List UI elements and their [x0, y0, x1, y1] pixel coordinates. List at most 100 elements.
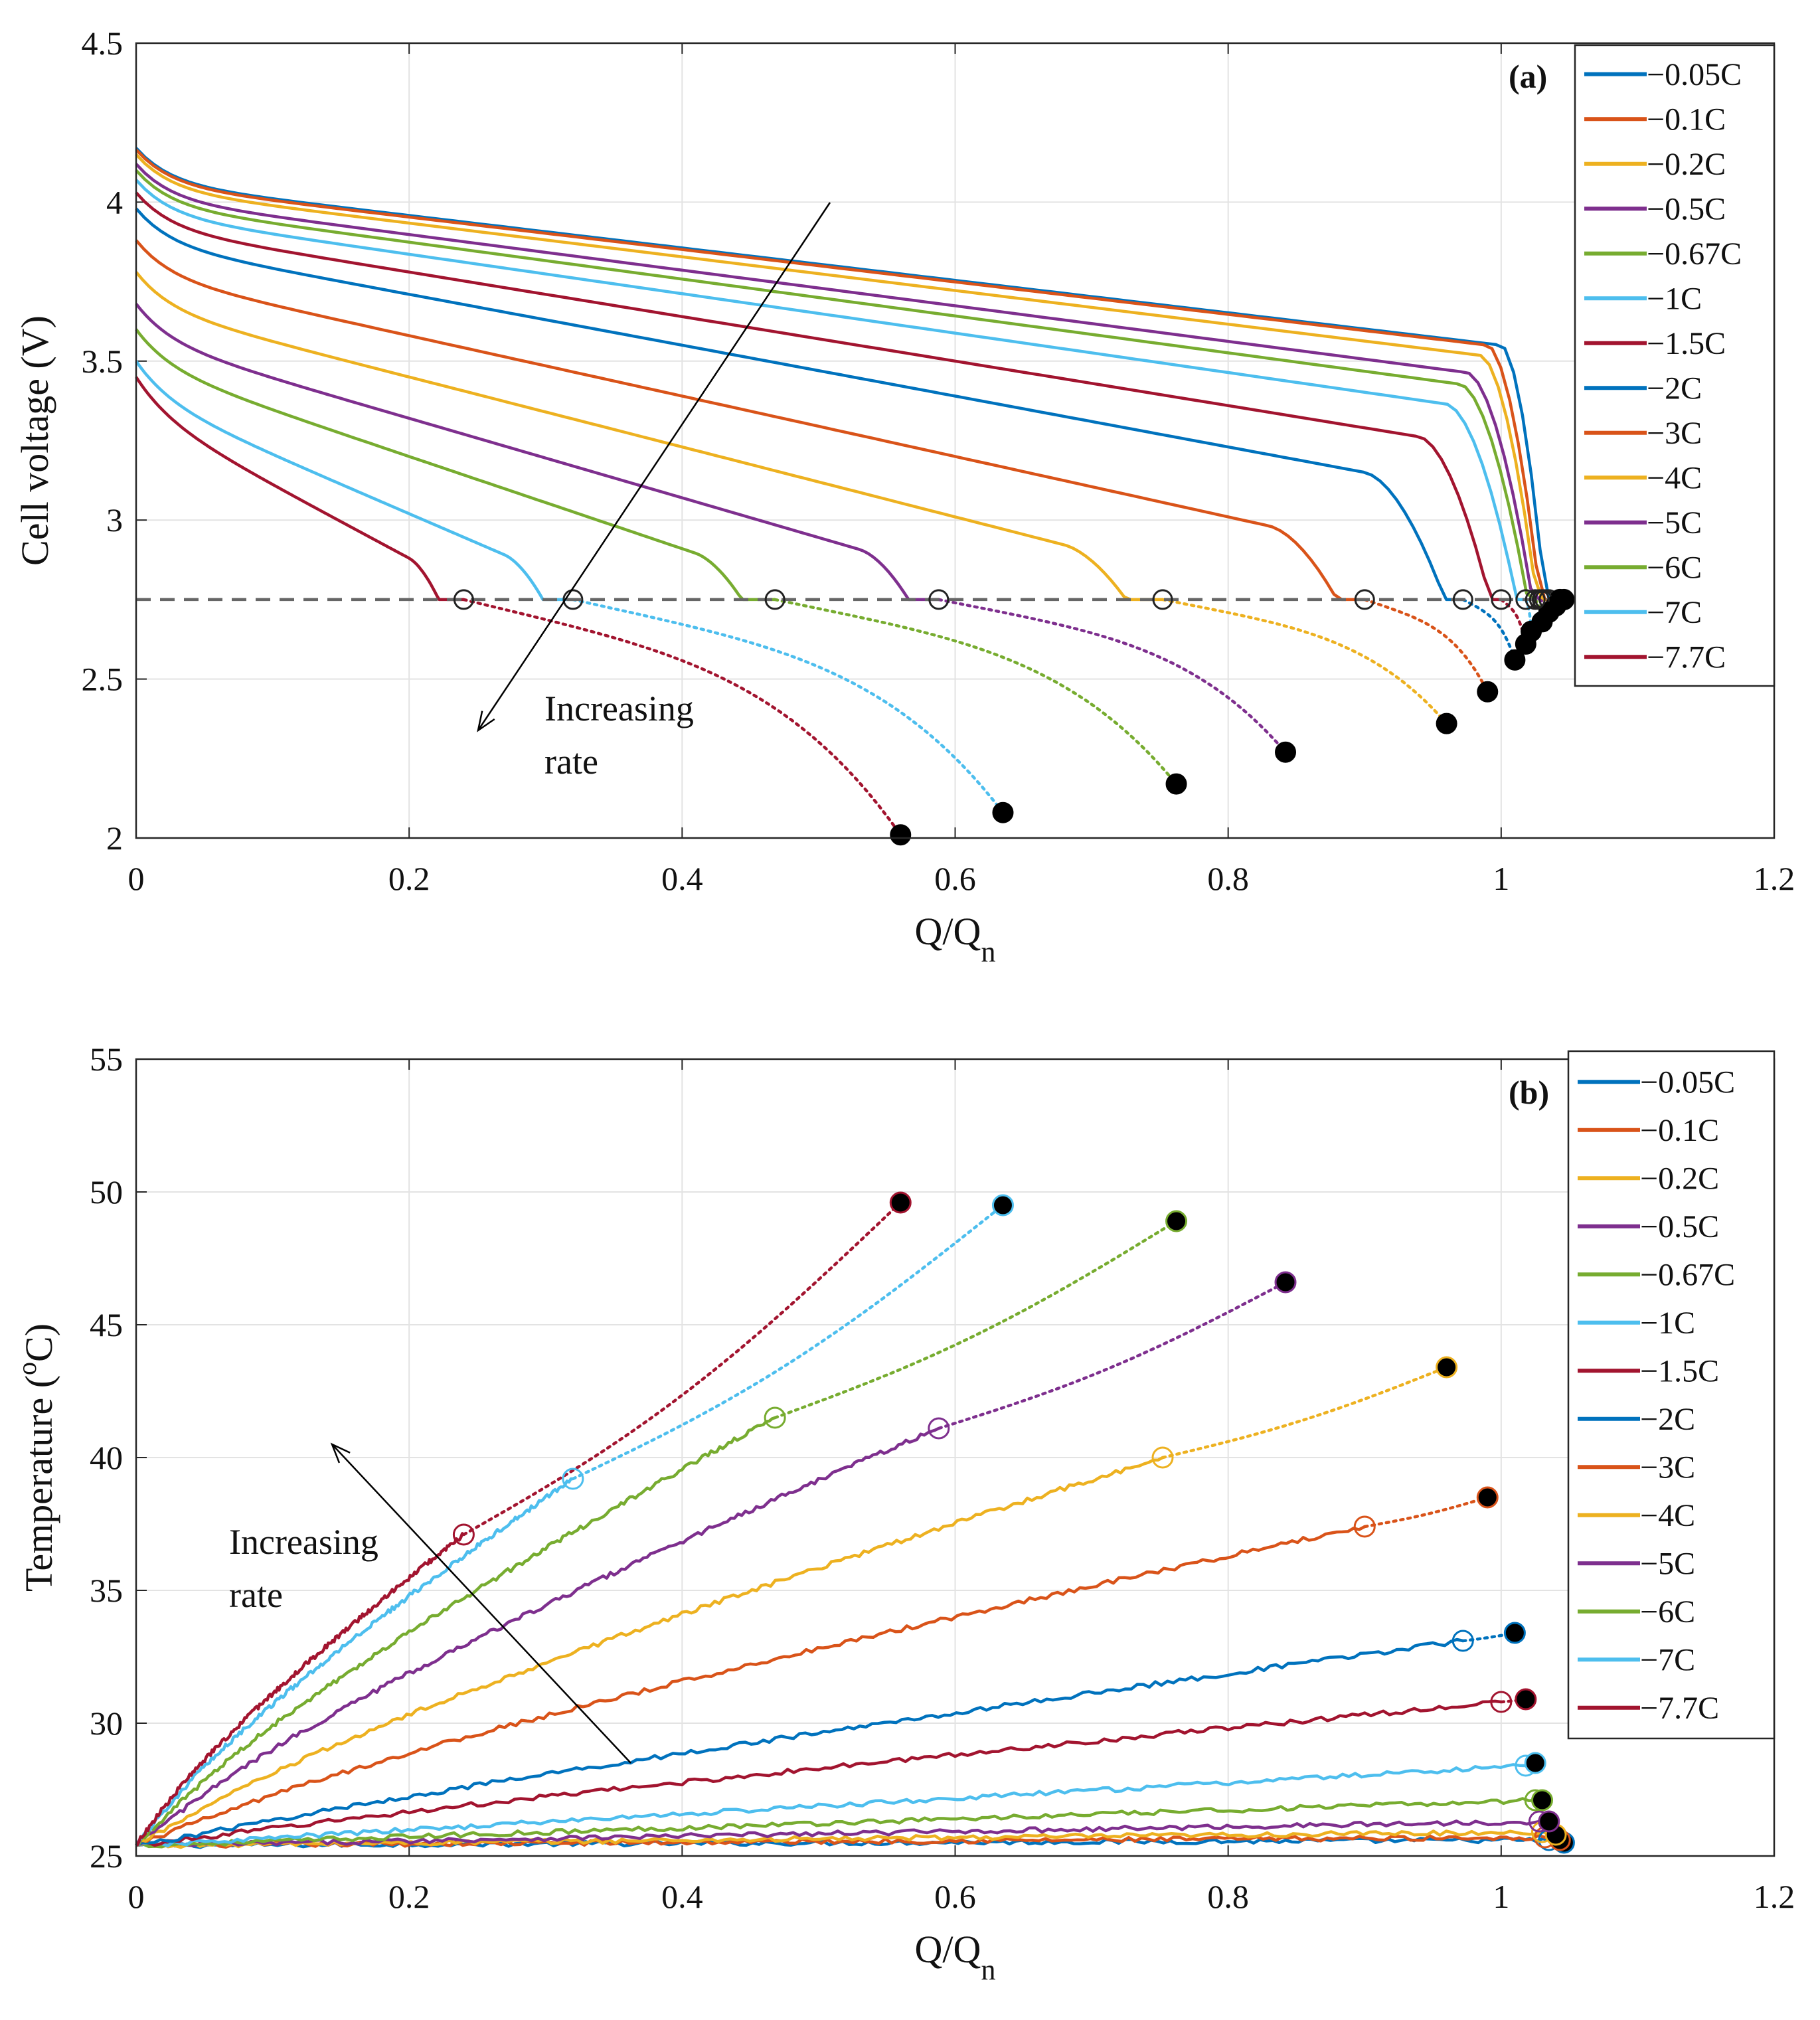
- b-cutoff-marker: [1490, 1691, 1513, 1713]
- b-legend-label: −0.2C: [1640, 1161, 1719, 1196]
- b-series-relaxation: [1363, 1495, 1489, 1529]
- b-annotation-line2: rate: [229, 1575, 283, 1615]
- b-end-marker: [1531, 1789, 1554, 1811]
- a-x-tick-label: 0.2: [388, 860, 430, 897]
- a-cutoff-marker: [1515, 589, 1536, 610]
- a-end-marker: [1275, 741, 1297, 763]
- a-end-marker: [992, 801, 1014, 823]
- b-legend-label: −1C: [1640, 1305, 1695, 1341]
- panel-a-voltage-chart: 0 0.2 0.4 0.6 0.8 1 1.2 2 2.5 3 3.5 4 4.5 Increasing r…: [13, 25, 1795, 968]
- b-y-tick-label: 55: [90, 1041, 123, 1078]
- b-end-marker: [1436, 1356, 1458, 1379]
- a-cutoff-marker: [1452, 589, 1473, 610]
- b-legend-label: −2C: [1640, 1402, 1695, 1437]
- b-y-tick-label: 25: [90, 1837, 123, 1875]
- b-cutoff-marker: [1353, 1515, 1376, 1538]
- a-annotation-line2: rate: [544, 742, 598, 782]
- b-series-line: [135, 1426, 940, 1847]
- a-end-marker: [1165, 773, 1187, 795]
- b-legend-label: −0.5C: [1640, 1209, 1719, 1244]
- a-legend: −0.05C −0.1C −0.2C −0.5C −0.67C −1C −1.5C −2C −3…: [1574, 44, 1776, 687]
- panel-b-temperature-chart: 0 0.2 0.4 0.6 0.8 1 1.2 25 30 35 40 45 50 55 Increasin…: [12, 1041, 1795, 1986]
- b-x-tick-label: 1: [1493, 1878, 1509, 1915]
- a-series-line: [135, 271, 1163, 602]
- a-y-tick-label: 3: [106, 501, 123, 539]
- b-legend-label: −6C: [1640, 1594, 1695, 1630]
- a-series-relaxation: [462, 598, 902, 837]
- a-series-line: [135, 179, 1526, 602]
- b-y-axis-title: Temperature (oC): [12, 1323, 60, 1592]
- a-y-axis-title: Cell voltage (V): [13, 315, 56, 566]
- a-legend-label: −7C: [1647, 595, 1702, 630]
- a-cutoff-marker: [453, 589, 474, 610]
- a-cutoff-marker: [1491, 589, 1512, 610]
- b-x-tick-label: 1.2: [1754, 1878, 1795, 1915]
- b-x-axis-title: Q/Qn: [915, 1928, 996, 1986]
- a-series-line: [135, 147, 1551, 600]
- b-series-line: [135, 1532, 465, 1847]
- b-end-marker: [1538, 1810, 1560, 1833]
- b-y-tick-label: 35: [90, 1572, 123, 1609]
- b-cutoff-marker: [764, 1406, 786, 1429]
- b-legend-box: [1567, 1050, 1776, 1740]
- a-legend-label: −0.05C: [1647, 57, 1742, 92]
- b-series-line: [135, 1763, 1526, 1848]
- b-x-tick-label: 0: [128, 1878, 145, 1915]
- a-x-axis-title: Q/Qn: [915, 910, 996, 968]
- b-arrow-head: [330, 1442, 351, 1464]
- a-x-tick-label: 0.6: [934, 860, 976, 897]
- a-x-tick-label: 0: [128, 860, 145, 897]
- a-legend-label: −1.5C: [1647, 326, 1726, 361]
- b-series-line: [135, 1416, 776, 1847]
- b-end-marker: [991, 1194, 1014, 1217]
- b-series-relaxation: [937, 1280, 1287, 1430]
- a-legend-label: −0.67C: [1647, 236, 1742, 272]
- a-series-line: [135, 207, 1463, 602]
- b-y-axis-title-end: C): [17, 1323, 60, 1362]
- a-legend-label: −0.1C: [1647, 102, 1726, 137]
- b-legend-label: −4C: [1640, 1498, 1695, 1533]
- b-y-tick-label: 50: [90, 1173, 123, 1211]
- a-series-relaxation: [1363, 598, 1489, 694]
- b-annotation-line1: Increasing: [229, 1522, 378, 1562]
- a-legend-label: −6C: [1647, 550, 1702, 585]
- a-series-relaxation: [1161, 598, 1448, 725]
- b-series-line: [135, 1797, 1536, 1849]
- b-cutoff-marker: [928, 1417, 950, 1440]
- a-y-tick-label: 2: [106, 819, 123, 857]
- a-x-tick-label: 0.4: [661, 860, 703, 897]
- a-series-line: [135, 148, 1546, 600]
- b-end-marker: [1165, 1210, 1188, 1232]
- b-y-tick-label: 30: [90, 1705, 123, 1742]
- b-series-group: [135, 1201, 1566, 1849]
- a-series-line: [135, 360, 573, 602]
- b-y-tick-label: 40: [90, 1439, 123, 1476]
- a-x-tick-label: 1: [1493, 860, 1509, 897]
- b-legend-label: −0.1C: [1640, 1113, 1719, 1148]
- a-legend-label: −0.5C: [1647, 191, 1726, 226]
- b-end-marker: [1515, 1688, 1537, 1711]
- a-y-tick-label: 2.5: [82, 661, 124, 698]
- a-legend-label: −7.7C: [1647, 639, 1726, 675]
- a-arrow-shaft: [477, 202, 831, 731]
- a-legend-label: −3C: [1647, 416, 1702, 451]
- b-legend-label: −5C: [1640, 1546, 1695, 1581]
- a-x-tick-label: 0.8: [1207, 860, 1249, 897]
- b-cutoff-marker: [1151, 1446, 1174, 1469]
- a-series-line: [135, 169, 1536, 601]
- b-series-line: [135, 1699, 1502, 1847]
- a-arrow-head: [477, 711, 495, 732]
- b-series-relaxation: [571, 1203, 1005, 1481]
- a-cutoff-marker: [1354, 589, 1375, 610]
- b-x-axis-title-sub: n: [981, 1954, 995, 1986]
- a-legend-label: −0.2C: [1647, 147, 1726, 182]
- b-cutoff-marker: [562, 1468, 584, 1490]
- a-series-relaxation: [571, 598, 1005, 814]
- b-series-line: [135, 1456, 1164, 1847]
- a-y-tick-label: 4: [106, 183, 123, 220]
- a-cutoff-marker: [1152, 589, 1173, 610]
- b-legend-label: −1.5C: [1640, 1353, 1719, 1389]
- a-annotation-line1: Increasing: [544, 689, 694, 728]
- b-x-tick-label: 0.6: [934, 1878, 976, 1915]
- a-series-group: [135, 147, 1566, 837]
